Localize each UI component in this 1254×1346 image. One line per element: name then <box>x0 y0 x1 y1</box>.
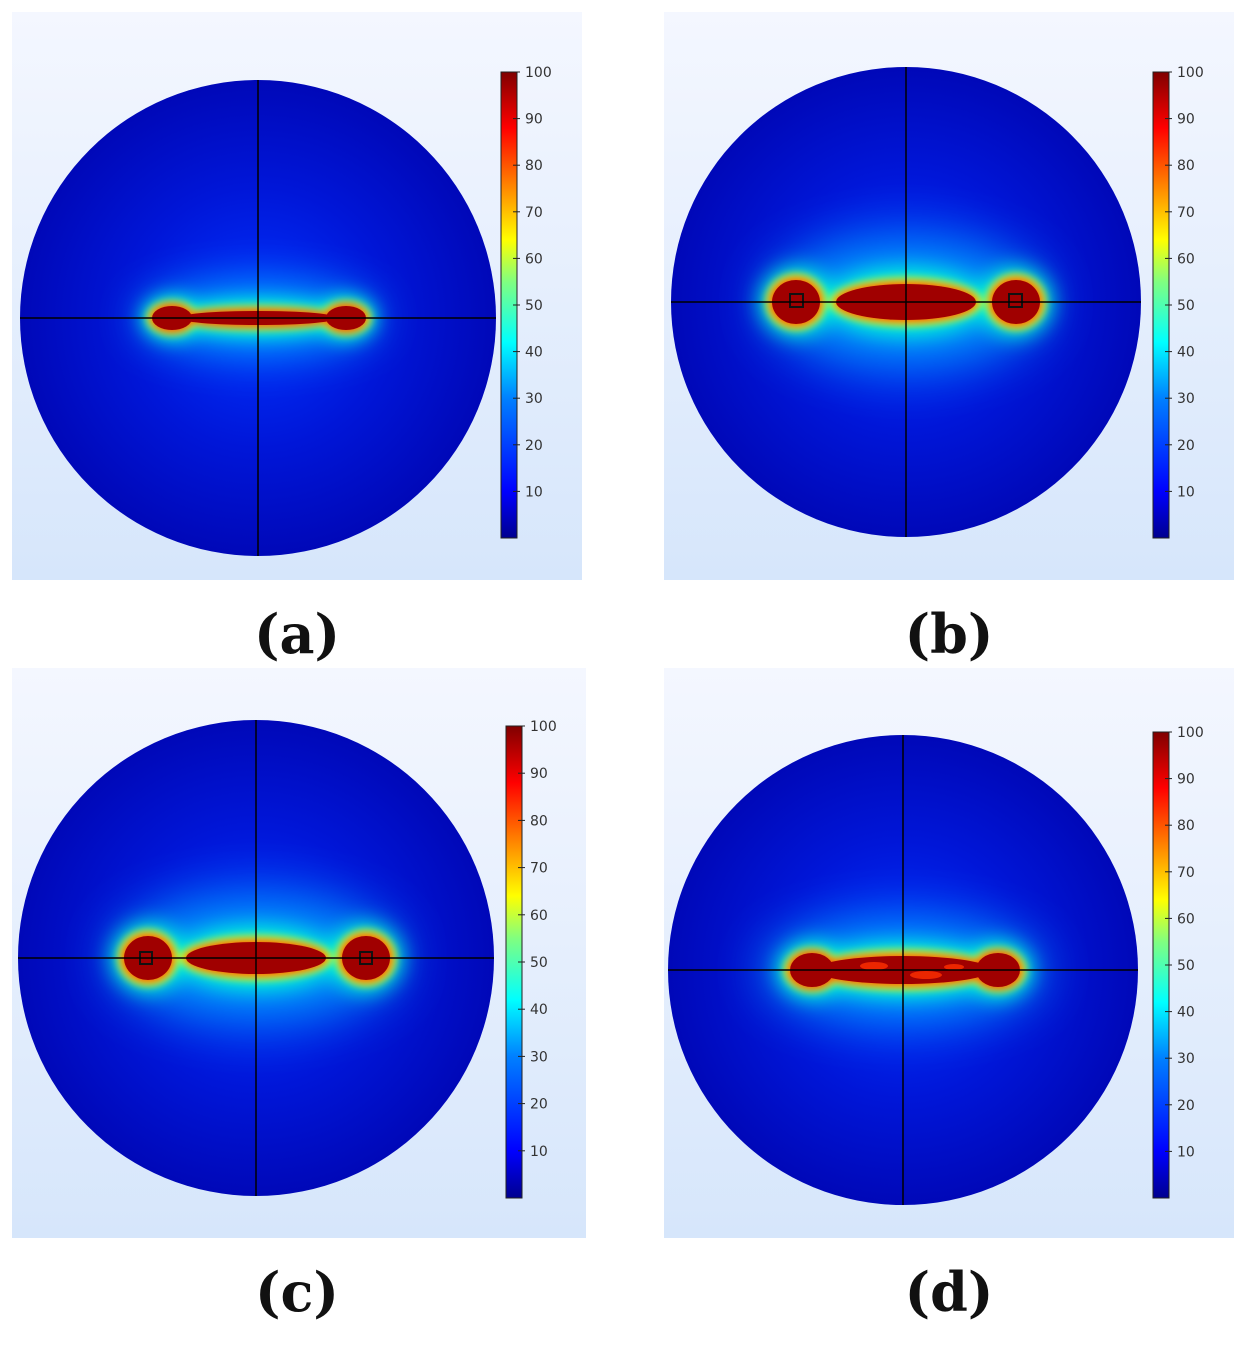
colorbar-tick-label: 30 <box>1177 391 1195 407</box>
colorbar: 100 90 80 70 60 50 40 30 20 10 <box>500 65 552 539</box>
colorbar-tick-label: 90 <box>530 766 548 782</box>
caption-a: (a) <box>253 602 341 666</box>
colorbar: 100 90 80 70 60 50 40 30 20 10 <box>505 719 557 1199</box>
colorbar-tick-label: 80 <box>1177 158 1195 174</box>
colorbar-tick-label: 30 <box>530 1049 548 1065</box>
colorbar: 100 90 80 70 60 50 40 30 20 10 <box>1152 725 1204 1199</box>
colorbar-tick-label: 70 <box>525 205 543 221</box>
colorbar-tick-label: 60 <box>530 908 548 924</box>
caption-c: (c) <box>255 1260 339 1324</box>
colorbar-tick-label: 50 <box>525 298 543 314</box>
colorbar-tick-label: 70 <box>530 861 548 877</box>
colorbar-tick-label: 50 <box>530 955 548 971</box>
colorbar-tick-label: 80 <box>530 813 548 829</box>
colorbar-tick-label: 90 <box>1177 112 1195 128</box>
colorbar-tick-label: 80 <box>1177 818 1195 834</box>
colorbar-tick-label: 10 <box>525 484 543 500</box>
tip-marker-left <box>789 293 804 308</box>
colorbar-ticks: 100 90 80 70 60 50 40 30 20 10 <box>1165 65 1204 500</box>
colorbar-tick-label: 100 <box>1177 65 1204 81</box>
panel-d: 100 90 80 70 60 50 40 30 20 10 <box>664 668 1234 1238</box>
colorbar-tick-label: 60 <box>1177 251 1195 267</box>
heatmap-c: 100 90 80 70 60 50 40 30 20 10 <box>12 668 586 1238</box>
colorbar: 100 90 80 70 60 50 40 30 20 10 <box>1152 65 1204 539</box>
heatmap-b: 100 90 80 70 60 50 40 30 20 10 <box>664 12 1234 580</box>
colorbar-tick-label: 100 <box>1177 725 1204 741</box>
colorbar-tick-label: 20 <box>1177 1098 1195 1114</box>
colorbar-tick-label: 80 <box>525 158 543 174</box>
colorbar-tick-label: 20 <box>1177 438 1195 454</box>
colorbar-tick-label: 100 <box>525 65 552 81</box>
colorbar-ticks: 100 90 80 70 60 50 40 30 20 10 <box>518 719 557 1160</box>
colorbar-tick-label: 20 <box>530 1097 548 1113</box>
colorbar-ticks: 100 90 80 70 60 50 40 30 20 10 <box>513 65 552 500</box>
colorbar-tick-label: 10 <box>1177 1144 1195 1160</box>
panel-b: 100 90 80 70 60 50 40 30 20 10 <box>664 12 1234 580</box>
colorbar-tick-label: 30 <box>525 391 543 407</box>
colorbar-tick-label: 40 <box>1177 345 1195 361</box>
colorbar-tick-label: 60 <box>1177 911 1195 927</box>
colorbar-tick-label: 100 <box>530 719 557 735</box>
colorbar-tick-label: 30 <box>1177 1051 1195 1067</box>
colorbar-tick-label: 20 <box>525 438 543 454</box>
colorbar-tick-label: 10 <box>530 1144 548 1160</box>
panel-a: 100 90 80 70 60 50 40 30 20 10 <box>12 12 582 580</box>
panel-c: 100 90 80 70 60 50 40 30 20 10 <box>12 668 586 1238</box>
colorbar-tick-label: 50 <box>1177 958 1195 974</box>
colorbar-ticks: 100 90 80 70 60 50 40 30 20 10 <box>1165 725 1204 1160</box>
caption-b: (b) <box>904 602 994 666</box>
colorbar-tick-label: 70 <box>1177 865 1195 881</box>
colorbar-tick-label: 90 <box>1177 772 1195 788</box>
tip-marker-right <box>1008 293 1023 308</box>
colorbar-tick-label: 10 <box>1177 484 1195 500</box>
heatmap-a: 100 90 80 70 60 50 40 30 20 10 <box>12 12 582 580</box>
caption-d: (d) <box>904 1260 994 1324</box>
heatmap-d: 100 90 80 70 60 50 40 30 20 10 <box>664 668 1234 1238</box>
colorbar-tick-label: 40 <box>525 345 543 361</box>
colorbar-tick-label: 50 <box>1177 298 1195 314</box>
colorbar-tick-label: 70 <box>1177 205 1195 221</box>
colorbar-tick-label: 40 <box>1177 1005 1195 1021</box>
colorbar-tick-label: 60 <box>525 251 543 267</box>
colorbar-tick-label: 40 <box>530 1002 548 1018</box>
colorbar-tick-label: 90 <box>525 112 543 128</box>
